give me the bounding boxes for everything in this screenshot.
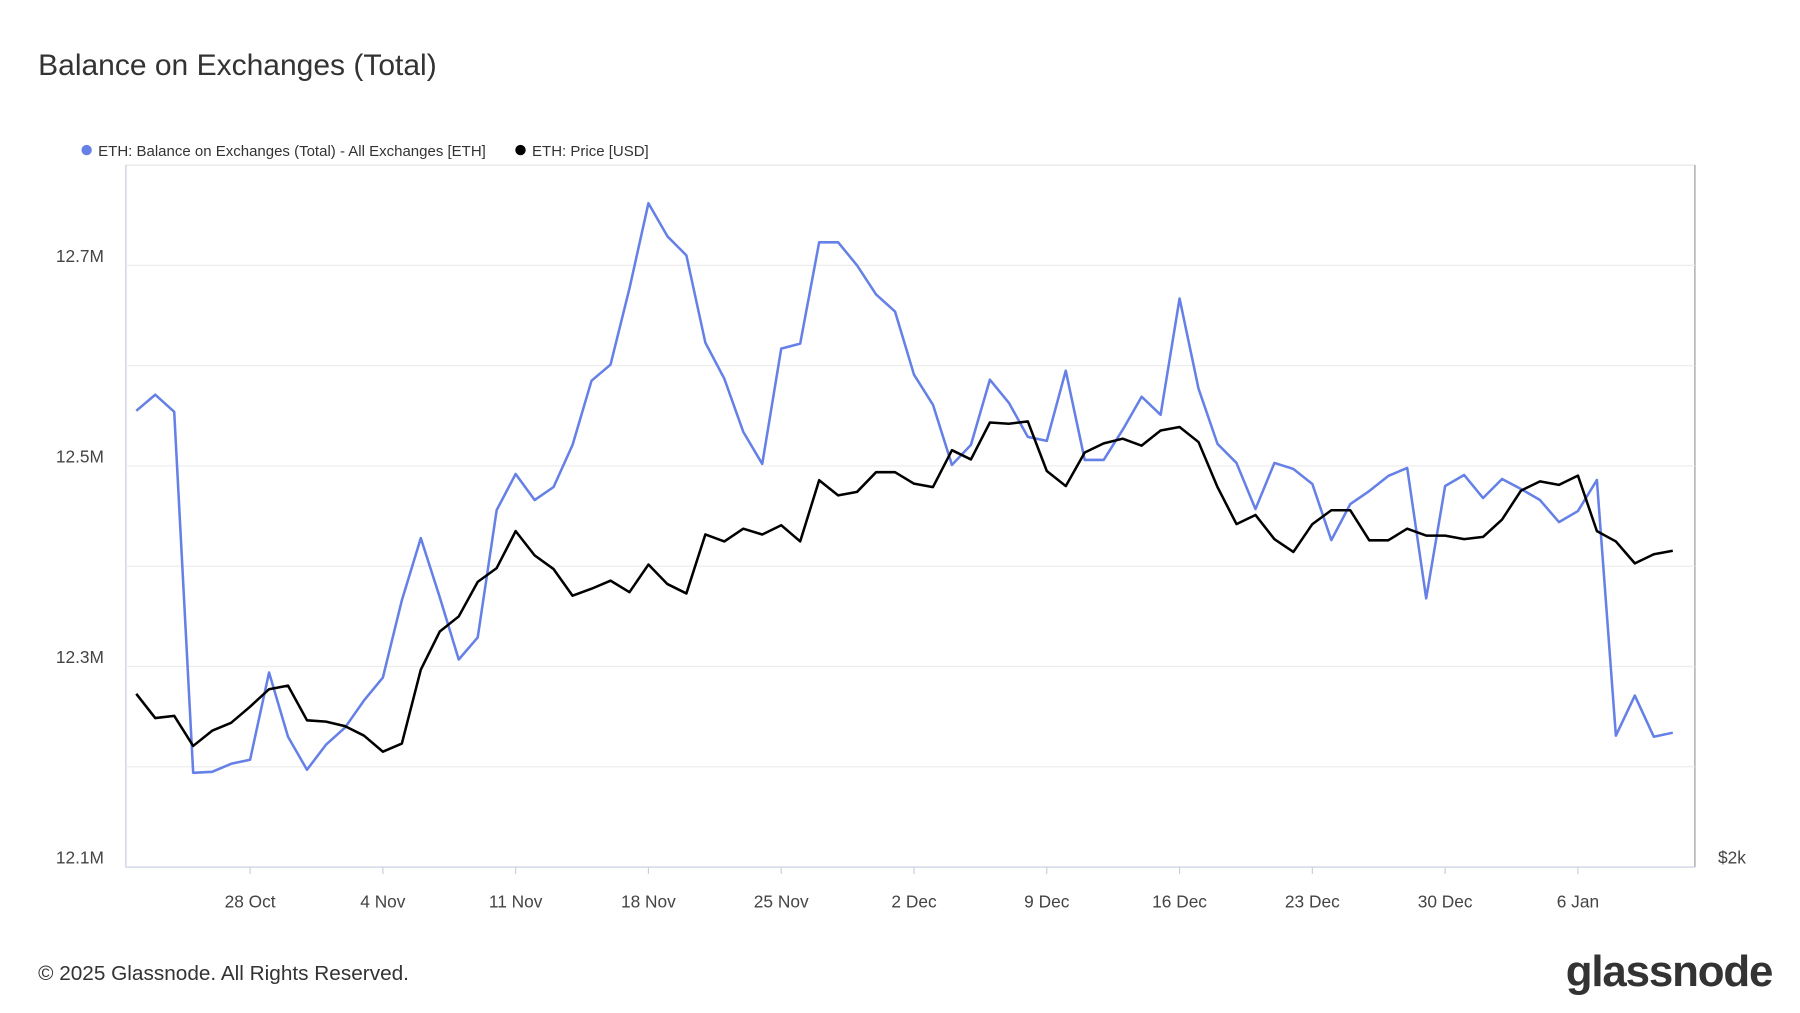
x-tick-label: 25 Nov — [754, 891, 809, 911]
chart-title: Balance on Exchanges (Total) — [38, 49, 437, 82]
x-tick-label: 9 Dec — [1024, 891, 1070, 911]
series-line — [135, 201, 1674, 775]
x-tick-label: 30 Dec — [1418, 891, 1473, 911]
series-line — [135, 420, 1674, 753]
legend-marker — [81, 144, 92, 156]
y-tick-label: 12.3M — [56, 647, 104, 667]
y2-tick-label: $2k — [1718, 848, 1746, 868]
y-tick-label: 12.1M — [56, 848, 104, 868]
brand-logo: glassnode — [1566, 947, 1773, 996]
plot-frame — [125, 164, 1696, 868]
copyright: © 2025 Glassnode. All Rights Reserved. — [38, 962, 409, 985]
x-tick-label: 11 Nov — [489, 891, 543, 911]
x-tick-label: 4 Nov — [360, 891, 406, 911]
x-tick-label: 23 Dec — [1285, 891, 1340, 911]
legend-label: ETH: Price [USD] — [532, 143, 649, 160]
x-tick-label: 18 Nov — [621, 891, 676, 911]
x-tick-label: 6 Jan — [1557, 891, 1599, 911]
x-tick-label: 16 Dec — [1152, 891, 1207, 911]
legend-label: ETH: Balance on Exchanges (Total) - All … — [98, 143, 486, 160]
x-tick-label: 28 Oct — [225, 891, 276, 911]
y-tick-label: 12.7M — [56, 246, 104, 266]
legend-marker — [515, 144, 526, 156]
x-tick-label: 2 Dec — [891, 891, 937, 911]
y-tick-label: 12.5M — [56, 446, 104, 466]
